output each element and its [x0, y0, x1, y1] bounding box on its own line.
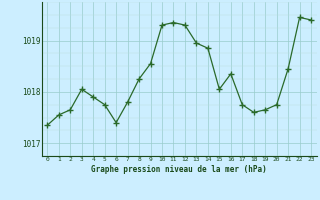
- X-axis label: Graphe pression niveau de la mer (hPa): Graphe pression niveau de la mer (hPa): [91, 165, 267, 174]
